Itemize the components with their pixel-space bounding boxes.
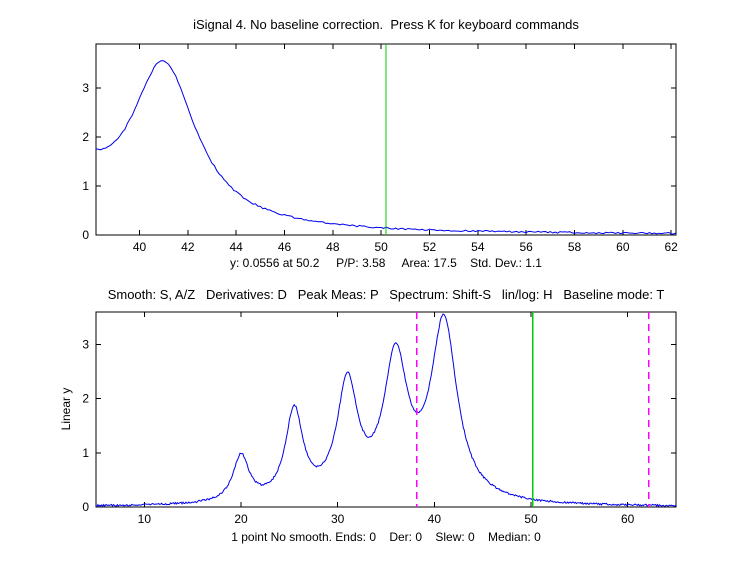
x-tick-label: 40: [428, 512, 442, 526]
bottom-plot-ylabel: Linear y: [59, 387, 73, 431]
x-tick-label: 60: [616, 240, 630, 254]
bottom-plot-process-status: 1 point No smooth. Ends: 0 Der: 0 Slew: …: [231, 530, 541, 544]
plot-border: [95, 311, 677, 508]
y-tick-label: 2: [82, 130, 89, 144]
x-tick-label: 58: [568, 240, 582, 254]
x-tick-label: 50: [524, 512, 538, 526]
top-plot-title: iSignal 4. No baseline correction. Press…: [193, 17, 579, 32]
y-tick-label: 2: [82, 392, 89, 406]
x-tick-label: 56: [519, 240, 533, 254]
signal-curve: [95, 313, 677, 508]
y-tick-label: 1: [82, 179, 89, 193]
bottom-plot-title: Smooth: S, A/Z Derivatives: D Peak Meas:…: [107, 287, 665, 302]
x-tick-label: 50: [374, 240, 388, 254]
x-tick-label: 54: [471, 240, 485, 254]
x-tick-label: 60: [621, 512, 635, 526]
x-tick-label: 48: [326, 240, 340, 254]
x-tick-label: 42: [181, 240, 195, 254]
x-tick-label: 10: [138, 512, 152, 526]
x-tick-label: 44: [229, 240, 243, 254]
x-tick-label: 40: [133, 240, 147, 254]
y-tick-label: 1: [82, 446, 89, 460]
x-tick-label: 46: [278, 240, 292, 254]
top-plot-axes[interactable]: 40 42 44 46 48 50 52 54 56 58 60 62 0 1 2 3: [60, 38, 696, 260]
x-tick-label: 62: [664, 240, 678, 254]
top-plot-cursor-stats: y: 0.0556 at 50.2 P/P: 3.58 Area: 17.5 S…: [230, 256, 542, 270]
y-tick-label: 0: [82, 500, 89, 514]
y-tick-label: 3: [82, 338, 89, 352]
x-tick-label: 52: [423, 240, 437, 254]
bottom-plot-axes[interactable]: 10 20 30 40 50 60 0 1 2 3: [60, 306, 696, 534]
y-tick-label: 3: [82, 81, 89, 95]
y-tick-label: 0: [82, 228, 89, 242]
x-tick-label: 20: [234, 512, 248, 526]
x-tick-label: 30: [331, 512, 345, 526]
